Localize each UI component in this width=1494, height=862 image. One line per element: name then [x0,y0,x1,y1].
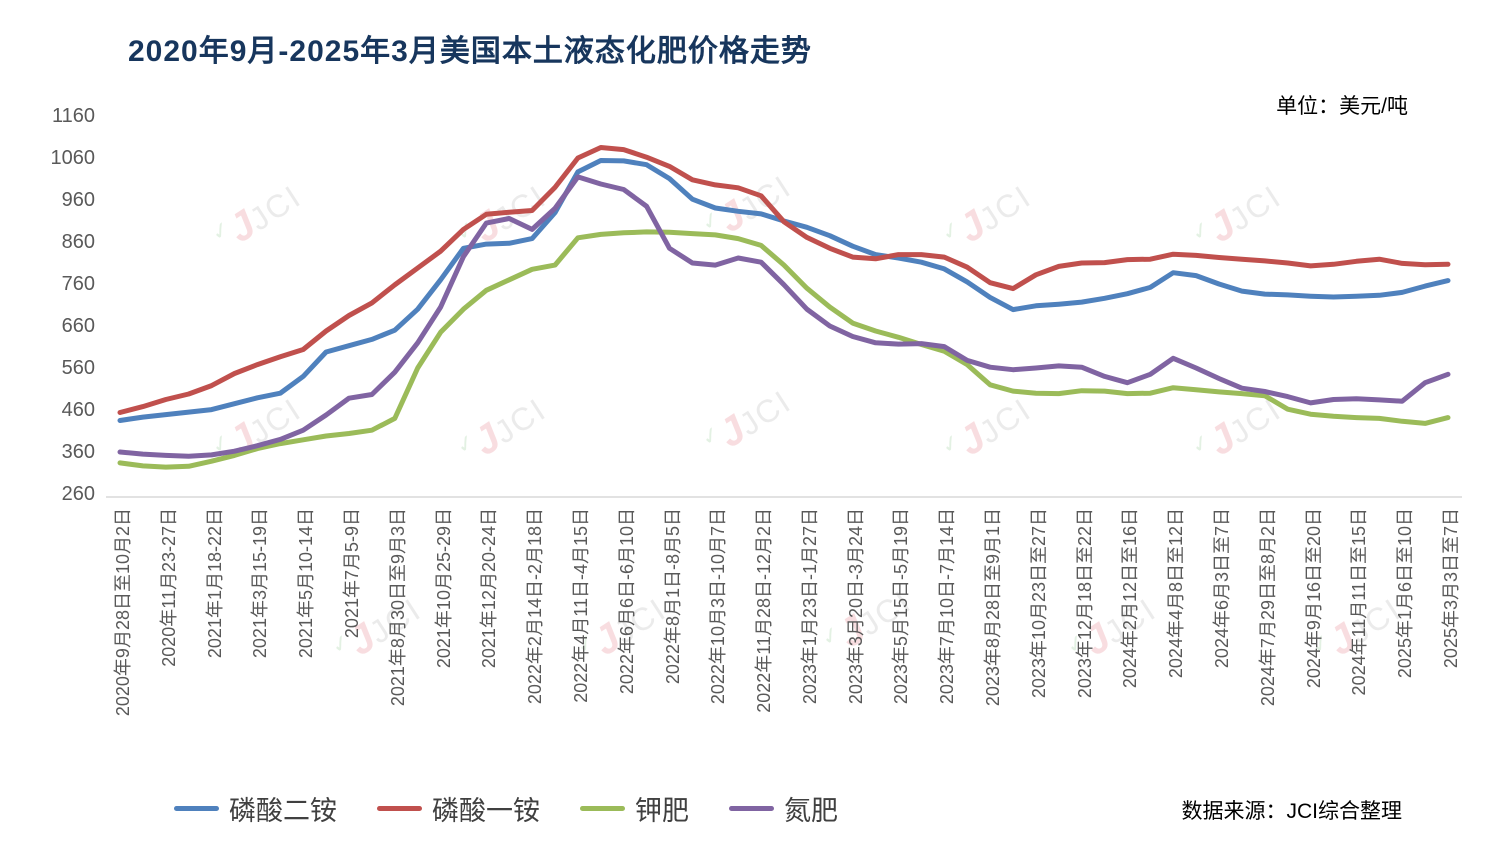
legend-swatch-potash [580,806,625,811]
y-axis-tick-label: 260 [61,483,95,505]
legend-swatch-nitrogen [729,806,774,811]
x-axis-tick-label: 2022年11月28日-12月2日 [754,508,775,713]
x-axis-tick-label: 2022年10月3日-10月7日 [708,508,729,705]
legend-label-potash: 钾肥 [635,796,689,826]
x-axis-tick-label: 2020年9月28日至10月2日 [113,508,133,717]
page-title: 2020年9月-2025年3月美国本土液态化肥价格走势 [128,35,812,68]
legend-item-dap: 磷酸二铵 [174,789,337,828]
x-axis-tick-label: 2021年8月30日至9月3日 [387,508,408,707]
legend-item-map: 磷酸一铵 [377,789,540,828]
x-axis-tick-label: 2024年7月29日至8月2日 [1257,508,1278,707]
x-axis-tick-label: 2023年8月28日至9月1日 [983,508,1004,707]
x-axis-tick-label: 2024年11月11日至15日 [1349,508,1370,696]
legend-label-nitrogen: 氮肥 [784,796,838,826]
legend-label-map: 磷酸一铵 [432,796,540,826]
y-axis-tick-label: 960 [61,189,95,211]
chart-legend: 磷酸二铵 磷酸一铵 钾肥 氮肥 [174,789,838,828]
x-axis-tick-label: 2021年5月10-14日 [296,508,317,659]
x-axis-tick-label: 2023年7月10日-7月14日 [937,508,958,705]
x-axis-tick-label: 2021年1月18-22日 [204,508,225,659]
legend-item-nitrogen: 氮肥 [729,789,838,828]
x-axis-tick-label: 2023年12月18日至22日 [1074,508,1095,699]
x-axis-tick-label: 2023年10月23日至27日 [1028,508,1049,699]
y-axis-tick-label: 560 [61,357,95,379]
x-axis-tick-label: 2021年3月15-19日 [250,508,271,659]
y-axis-tick-label: 760 [61,273,95,295]
unit-label: 单位：美元/吨 [1276,95,1408,118]
x-axis-tick-label: 2021年10月25-29日 [433,508,454,669]
x-axis-tick-label: 2022年2月14日-2月18日 [525,508,546,705]
x-axis-tick-label: 2023年1月23日-1月27日 [799,508,820,705]
legend-swatch-map [377,806,422,811]
series-line-potash [117,229,1451,470]
x-axis-tick-label: 2023年5月15日-5月19日 [891,508,912,705]
series-line-nitrogen [117,174,1451,459]
x-axis-tick-label: 2025年1月6日至10日 [1395,508,1416,679]
x-axis-tick-label: 2024年2月12日至16日 [1120,508,1141,689]
legend-swatch-dap [174,806,219,811]
data-source-label: 数据来源：JCI综合整理 [1181,800,1403,823]
x-axis-tick-label: 2024年4月8日至12日 [1166,508,1187,679]
series-line-dap [117,158,1451,423]
y-axis-tick-label: 1160 [51,105,95,127]
x-axis-tick-label: 2025年3月3日至7日 [1441,508,1461,669]
x-axis-tick-label: 2021年12月20-24日 [479,508,500,669]
y-axis-tick-label: 1060 [50,147,96,169]
x-axis-tick-label: 2022年6月6日-6月10日 [616,508,637,695]
legend-item-potash: 钾肥 [580,789,689,828]
x-axis-tick-label: 2022年4月11日-4月15日 [570,508,591,703]
x-axis-tick-label: 2020年11月23-27日 [158,508,179,667]
x-axis-tick-label: 2024年9月16日至20日 [1303,508,1324,689]
legend-label-dap: 磷酸二铵 [229,796,337,826]
x-axis-tick-label: 2023年3月20日-3月24日 [845,508,866,705]
x-axis-tick-label: 2022年8月1日-8月5日 [662,508,683,685]
x-axis-tick-label: 2024年6月3日至7日 [1212,508,1233,669]
y-axis-tick-label: 660 [61,315,95,337]
series-line-map [117,145,1451,415]
y-axis-tick-label: 360 [61,441,95,463]
y-axis-tick-label: 460 [61,399,95,421]
x-axis-tick-label: 2021年7月5-9日 [341,508,362,639]
y-axis-tick-label: 860 [61,231,95,253]
